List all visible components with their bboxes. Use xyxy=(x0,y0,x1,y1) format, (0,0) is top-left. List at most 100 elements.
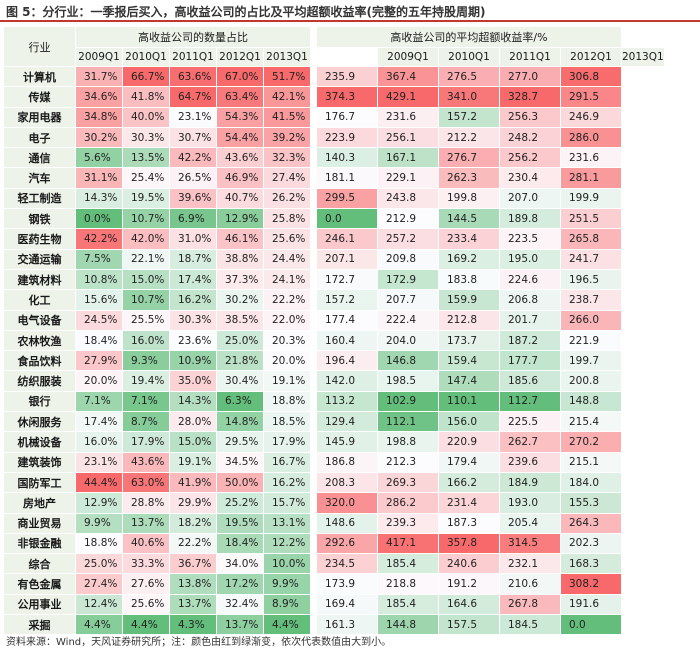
ratio-cell: 30.3% xyxy=(122,126,170,149)
return-cell: 185.4 xyxy=(377,553,439,575)
return-cell: 266.0 xyxy=(560,309,622,331)
ratio-cell: 17.2% xyxy=(216,573,264,595)
industry-header: 行业 xyxy=(3,26,76,67)
ratio-cell: 22.0% xyxy=(263,309,311,331)
ratio-cell: 13.5% xyxy=(122,147,170,169)
return-cell: 320.0 xyxy=(316,492,378,514)
ratio-cell: 12.2% xyxy=(263,532,311,555)
ratio-cell: 18.2% xyxy=(169,512,217,534)
return-cell: 199.9 xyxy=(560,187,622,210)
industry-label: 轻工制造 xyxy=(3,187,76,210)
ratio-cell: 10.9% xyxy=(169,350,217,372)
ratio-cell: 17.4% xyxy=(75,411,123,433)
ratio-cell: 26.5% xyxy=(169,167,217,189)
ratio-cell: 50.0% xyxy=(216,471,264,494)
return-period-header: 2010Q1 xyxy=(438,47,500,67)
ratio-cell: 40.0% xyxy=(122,106,170,128)
return-cell: 291.5 xyxy=(560,86,622,108)
ratio-cell: 19.5% xyxy=(122,187,170,210)
source-note: 资料来源：Wind，天风证券研究所；注：颜色由红到绿渐变，依次代表数值由大到小。 xyxy=(6,637,392,648)
return-cell: 208.3 xyxy=(316,471,378,494)
return-cell: 262.7 xyxy=(499,431,561,453)
ratio-cell: 24.1% xyxy=(263,268,311,291)
industry-label: 传媒 xyxy=(3,86,76,108)
ratio-cell: 10.7% xyxy=(122,289,170,311)
ratio-cell: 21.8% xyxy=(216,350,264,372)
return-cell: 110.1 xyxy=(438,390,500,413)
return-cell: 233.4 xyxy=(438,228,500,250)
return-cell: 246.9 xyxy=(560,106,622,128)
return-cell: 235.9 xyxy=(316,65,378,88)
ratio-cell: 37.3% xyxy=(216,268,264,291)
return-cell: 276.5 xyxy=(438,65,500,88)
ratio-cell: 18.8% xyxy=(263,390,311,413)
ratio-cell: 17.9% xyxy=(122,431,170,453)
return-cell: 181.1 xyxy=(316,167,378,189)
ratio-cell: 4.3% xyxy=(169,614,217,636)
industry-label: 电子 xyxy=(3,126,76,149)
ratio-cell: 34.0% xyxy=(216,553,264,575)
table-row: 钢铁 0.0% 10.7% 6.9% 12.9% 25.8% 0.0 212.9 144.5 18… xyxy=(3,208,665,230)
ratio-cell: 41.9% xyxy=(169,471,217,494)
ratio-cell: 27.4% xyxy=(75,573,123,595)
industry-label: 房地产 xyxy=(3,492,76,514)
table-row: 商业贸易 9.9% 13.7% 18.2% 19.5% 13.1% 148.6 239.3 18… xyxy=(3,512,665,534)
return-cell: 277.0 xyxy=(499,65,561,88)
return-cell: 198.8 xyxy=(377,431,439,453)
ratio-period-header: 2010Q1 xyxy=(122,47,170,67)
ratio-cell: 38.5% xyxy=(216,309,264,331)
ratio-cell: 63.0% xyxy=(122,471,170,494)
ratio-cell: 22.1% xyxy=(122,248,170,270)
ratio-cell: 63.6% xyxy=(169,65,217,88)
industry-label: 建筑材料 xyxy=(3,268,76,291)
return-cell: 206.8 xyxy=(499,289,561,311)
ratio-cell: 34.6% xyxy=(75,86,123,108)
table-row: 采掘 4.4% 4.4% 4.3% 13.7% 4.4% 161.3 144.8 157.5 18… xyxy=(3,614,665,636)
return-cell: 199.7 xyxy=(560,350,622,372)
return-cell: 189.8 xyxy=(499,208,561,230)
ratio-cell: 7.1% xyxy=(122,390,170,413)
return-cell: 223.5 xyxy=(499,228,561,250)
ratio-cell: 4.4% xyxy=(75,614,123,636)
return-cell: 231.6 xyxy=(377,106,439,128)
ratio-cell: 41.8% xyxy=(122,86,170,108)
ratio-cell: 10.8% xyxy=(75,268,123,291)
return-cell: 210.6 xyxy=(499,573,561,595)
return-cell: 209.8 xyxy=(377,248,439,270)
ratio-cell: 19.4% xyxy=(122,370,170,392)
ratio-cell: 16.0% xyxy=(122,329,170,352)
ratio-cell: 19.1% xyxy=(169,451,217,473)
return-period-header: 2012Q1 xyxy=(560,47,622,67)
return-cell: 229.1 xyxy=(377,167,439,189)
return-cell: 177.4 xyxy=(316,309,378,331)
ratio-cell: 12.9% xyxy=(75,492,123,514)
ratio-cell: 25.0% xyxy=(75,553,123,575)
ratio-cell: 42.2% xyxy=(169,147,217,169)
ratio-cell: 30.2% xyxy=(75,126,123,149)
return-cell: 0.0 xyxy=(316,208,378,230)
return-cell: 169.4 xyxy=(316,593,378,616)
return-cell: 281.1 xyxy=(560,167,622,189)
table-row: 电气设备 24.5% 25.5% 30.3% 38.5% 22.0% 177.4 222.4 2… xyxy=(3,309,665,331)
return-cell: 232.1 xyxy=(499,553,561,575)
ratio-cell: 36.7% xyxy=(169,553,217,575)
ratio-cell: 38.8% xyxy=(216,248,264,270)
return-cell: 185.4 xyxy=(377,593,439,616)
ratio-cell: 23.1% xyxy=(169,106,217,128)
industry-label: 家用电器 xyxy=(3,106,76,128)
ratio-cell: 17.4% xyxy=(169,268,217,291)
return-cell: 193.0 xyxy=(499,492,561,514)
return-cell: 306.8 xyxy=(560,65,622,88)
return-cell: 367.4 xyxy=(377,65,439,88)
ratio-cell: 32.4% xyxy=(216,593,264,616)
table-row: 有色金属 27.4% 27.6% 13.8% 17.2% 9.9% 173.9 218.8 19… xyxy=(3,573,665,595)
ratio-group-header: 高收益公司的数量占比 xyxy=(75,26,311,48)
ratio-cell: 4.4% xyxy=(122,614,170,636)
return-cell: 207.0 xyxy=(499,187,561,210)
return-cell: 172.9 xyxy=(377,268,439,291)
ratio-cell: 9.9% xyxy=(75,512,123,534)
ratio-cell: 66.7% xyxy=(122,65,170,88)
return-cell: 148.8 xyxy=(560,390,622,413)
return-cell: 191.2 xyxy=(438,573,500,595)
ratio-cell: 63.4% xyxy=(216,86,264,108)
